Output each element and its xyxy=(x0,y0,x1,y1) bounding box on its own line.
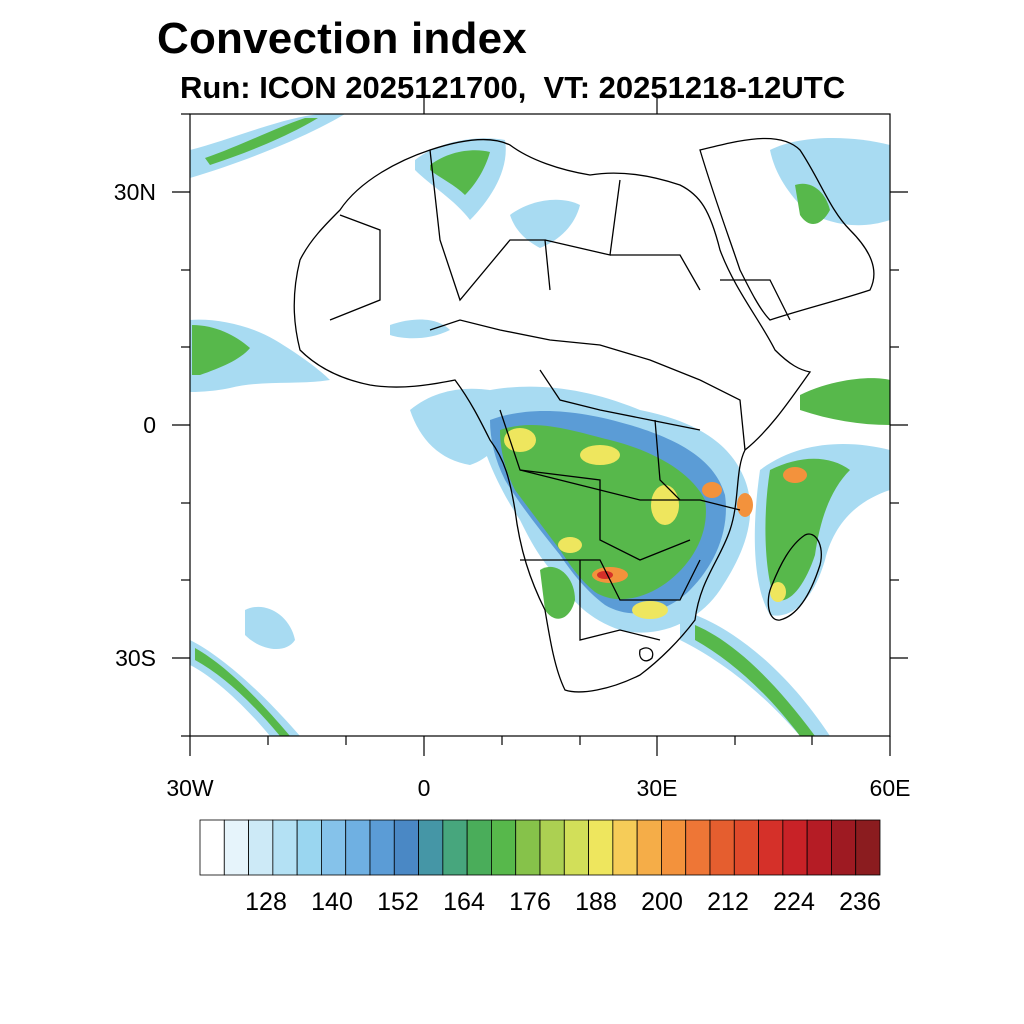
colorbar-box xyxy=(709,819,735,876)
colorbar-box xyxy=(855,819,881,876)
colorbar-box xyxy=(588,819,614,876)
lesotho xyxy=(639,647,654,662)
colorbar-box xyxy=(515,819,541,876)
colorbar-box xyxy=(758,819,784,876)
field-central-africa-green xyxy=(500,424,706,600)
colorbar-label-224: 224 xyxy=(773,888,815,916)
field-libya xyxy=(510,199,580,248)
madagascar-coastline xyxy=(767,533,822,621)
colorbar xyxy=(199,819,881,876)
border-10 xyxy=(579,560,661,641)
border-5 xyxy=(429,319,701,381)
arabia-coastline xyxy=(699,137,875,321)
colorbar-box xyxy=(831,819,857,876)
colorbar-box xyxy=(223,819,249,876)
colorbar-label-176: 176 xyxy=(509,888,551,916)
colorbar-box xyxy=(661,819,687,876)
colorbar-box xyxy=(442,819,468,876)
lon-label-60e: 60E xyxy=(869,775,911,801)
border-13 xyxy=(720,279,791,321)
colorbar-box xyxy=(782,819,808,876)
field-nw-band-core xyxy=(205,118,318,165)
colorbar-box xyxy=(563,819,589,876)
colorbar-box xyxy=(733,819,759,876)
colorbar-box xyxy=(369,819,395,876)
hotspot-angola xyxy=(558,537,582,553)
hotspot-gabon xyxy=(504,428,536,452)
colorbar-label-152: 152 xyxy=(377,888,419,916)
border-12 xyxy=(699,379,746,451)
hotspot-zambia-red xyxy=(597,571,613,579)
field-west-atlantic-core xyxy=(192,325,250,375)
chart-subtitle: Run: ICON 2025121700, VT: 20251218-12UTC xyxy=(180,70,846,105)
colorbar-label-212: 212 xyxy=(707,888,749,916)
hotspot-tanzania xyxy=(702,482,722,498)
lat-label-30n: 30N xyxy=(113,179,156,205)
field-gulf-core xyxy=(795,183,830,225)
axis-ticks xyxy=(172,96,908,756)
colorbar-box xyxy=(612,819,638,876)
border-2 xyxy=(429,149,551,302)
colorbar-box xyxy=(636,819,662,876)
border-6 xyxy=(539,369,701,431)
colorbar-label-140: 140 xyxy=(311,888,353,916)
colorbar-label-236: 236 xyxy=(839,888,881,916)
colorbar-box xyxy=(248,819,274,876)
colorbar-box xyxy=(806,819,832,876)
convection-field xyxy=(190,114,890,736)
chart-title: Convection index xyxy=(157,14,527,63)
colorbar-label-164: 164 xyxy=(443,888,485,916)
field-indian-ocean-core xyxy=(765,458,850,601)
colorbar-box xyxy=(296,819,322,876)
field-se-band-core xyxy=(695,625,815,736)
africa-coastline xyxy=(293,138,812,693)
field-algeria-core xyxy=(430,150,490,195)
border-8 xyxy=(519,469,691,561)
hotspot-mozambique xyxy=(632,601,668,619)
lon-label-30w: 30W xyxy=(166,775,214,801)
colorbar-label-128: 128 xyxy=(245,888,287,916)
colorbar-box xyxy=(685,819,711,876)
colorbar-box xyxy=(393,819,419,876)
colorbar-box xyxy=(539,819,565,876)
hotspot-lakes xyxy=(651,485,679,525)
field-sw-band-core xyxy=(195,648,290,736)
field-sahel xyxy=(390,319,450,339)
hotspot-indian-ocean xyxy=(783,467,807,483)
border-7 xyxy=(499,409,680,501)
colorbar-box xyxy=(466,819,492,876)
colorbar-box xyxy=(272,819,298,876)
border-1 xyxy=(329,214,381,321)
border-4 xyxy=(610,254,701,291)
colorbar-label-200: 200 xyxy=(641,888,683,916)
field-nw-band xyxy=(190,114,345,178)
field-namibia xyxy=(540,566,575,619)
hotspot-kenya xyxy=(737,493,753,517)
border-11 xyxy=(654,419,741,511)
hotspot-madagascar xyxy=(770,582,786,602)
colorbar-box xyxy=(345,819,371,876)
colorbar-label-188: 188 xyxy=(575,888,617,916)
colorbar-box xyxy=(491,819,517,876)
field-east-africa-coast xyxy=(800,378,890,425)
colorbar-box xyxy=(321,819,347,876)
colorbar-box xyxy=(199,819,225,876)
hotspot-congo xyxy=(580,445,620,465)
coastlines xyxy=(293,137,875,693)
lon-label-30e: 30E xyxy=(636,775,678,801)
field-south-atlantic xyxy=(245,606,295,650)
lat-label-0: 0 xyxy=(143,412,156,438)
field-gulf xyxy=(770,138,890,226)
border-9 xyxy=(520,559,701,601)
lat-label-30s: 30S xyxy=(115,645,156,671)
colorbar-box xyxy=(418,819,444,876)
lon-label-0: 0 xyxy=(417,775,431,801)
